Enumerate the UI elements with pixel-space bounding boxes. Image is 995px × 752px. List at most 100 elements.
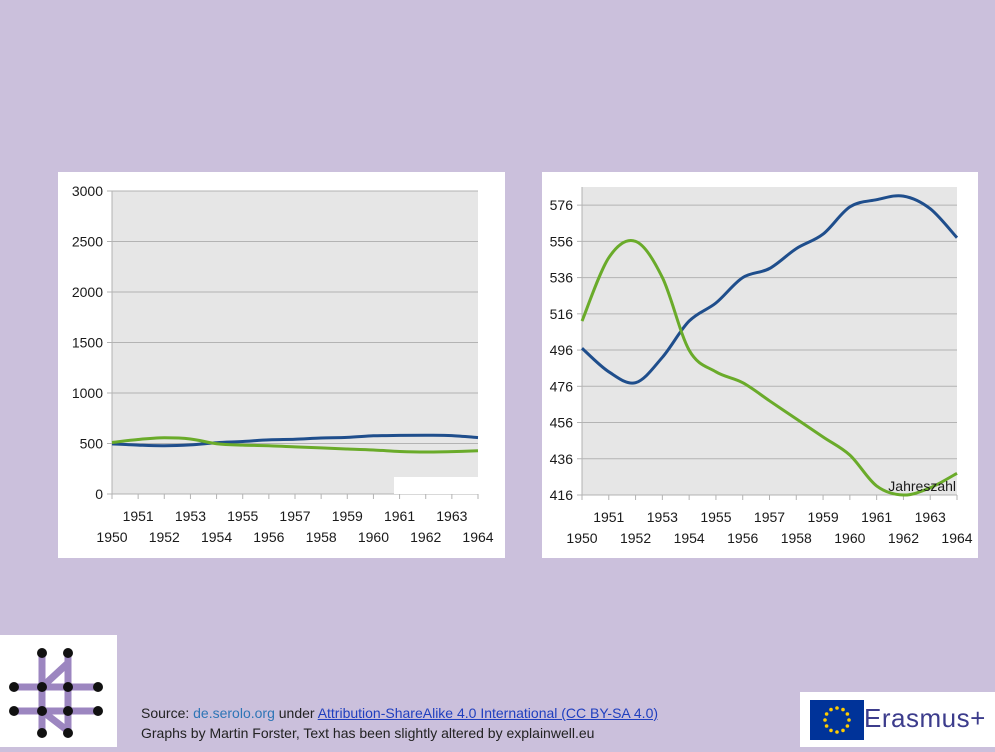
left-chart-series-2-point: [372, 448, 375, 451]
left-chart-series-1-point: [372, 434, 375, 437]
left-chart-x-tick-label: 1950: [96, 529, 127, 545]
right-chart-series-1-point: [634, 381, 637, 384]
footer-credits: Source: de.serolo.org under Attribution-…: [141, 703, 658, 743]
left-chart-series-2-point: [163, 436, 166, 439]
left-chart-series-1-point: [163, 444, 166, 447]
right-chart-y-tick-label: 496: [550, 342, 574, 358]
right-chart-x-tick-label: 1955: [700, 509, 731, 525]
right-chart-x-tick-label: 1957: [754, 509, 785, 525]
right-chart-series-1-point: [741, 276, 744, 279]
right-chart-x-tick-label: 1950: [566, 530, 597, 546]
right-chart-series-1-point: [902, 195, 905, 198]
right-chart-series-1-point: [795, 247, 798, 250]
left-chart-series-2-point: [320, 446, 323, 449]
project-logo-icon: [9, 648, 103, 738]
eu-star: [841, 707, 845, 712]
eu-star: [829, 707, 833, 712]
eu-star: [835, 706, 839, 710]
source-site-link[interactable]: de.serolo.org: [193, 705, 275, 721]
left-chart-series-2-point: [189, 437, 192, 440]
left-chart-y-tick-label: 2500: [72, 234, 103, 250]
left-chart-series-1-point: [189, 443, 192, 446]
source-line: Source: de.serolo.org under Attribution-…: [141, 703, 658, 723]
right-chart-series-2-point: [607, 256, 610, 259]
right-chart-x-tick-label: 1959: [807, 509, 838, 525]
eu-star: [841, 728, 845, 733]
right-chart-series-1-point: [848, 205, 851, 208]
left-chart-x-tick-label: 1955: [227, 508, 258, 524]
left-chart-y-tick-label: 500: [80, 436, 104, 452]
right-chart-series-1-point: [688, 320, 691, 323]
right-chart-series-1-point: [607, 370, 610, 373]
left-chart-series-2-point: [424, 450, 427, 453]
left-chart-x-tick-label: 1961: [384, 508, 415, 524]
right-chart-x-tick-label: 1952: [620, 530, 651, 546]
eu-star: [835, 730, 839, 734]
right-chart-x-tick-label: 1951: [593, 509, 624, 525]
source-under: under: [274, 705, 318, 721]
chart-right-svg: 416 436 456 476 496 516 536 556 576 1950 1951 1952 1…: [550, 187, 973, 546]
left-chart-x-tick-label: 1956: [253, 529, 284, 545]
erasmus-label: Erasmus+: [864, 703, 986, 733]
left-chart-y-tick-label: 0: [95, 486, 103, 502]
right-chart-x-tick-label: 1964: [941, 530, 972, 546]
right-chart-series-1-point: [822, 233, 825, 236]
right-chart-x-tick-label: 1956: [727, 530, 758, 546]
left-chart-x-tick-label: 1952: [149, 529, 180, 545]
right-chart-x-tick-label: 1954: [674, 530, 705, 546]
eu-star: [829, 728, 833, 733]
left-chart-x-tick-label: 1954: [201, 529, 232, 545]
left-chart-series-2-point: [137, 438, 140, 441]
right-chart-series-2-point: [741, 381, 744, 384]
project-logo: [0, 635, 117, 747]
left-chart-series-1-point: [320, 437, 323, 440]
right-chart-x-tick-label: 1961: [861, 509, 892, 525]
left-chart-mask-bottom: [394, 477, 479, 494]
left-chart-x-tick-label: 1962: [410, 529, 441, 545]
right-chart-series-2-point: [875, 484, 878, 487]
right-chart-plot-area: [582, 187, 957, 495]
left-chart-series-2-point: [241, 444, 244, 447]
left-chart-y-tick-label: 1000: [72, 385, 103, 401]
left-chart-series-2-point: [346, 447, 349, 450]
left-chart-series-2-point: [111, 441, 114, 444]
right-chart-series-1-point: [581, 347, 584, 350]
right-chart-series-2-point: [768, 399, 771, 402]
left-chart-series-1-point: [241, 440, 244, 443]
license-link[interactable]: Attribution-ShareAlike 4.0 International…: [317, 705, 659, 721]
left-chart-series-1-point: [267, 438, 270, 441]
right-chart-y-tick-label: 516: [550, 306, 574, 322]
left-chart-series-1-point: [137, 444, 140, 447]
right-chart-series-2-point: [848, 454, 851, 457]
left-chart-series-1-line: [111, 433, 479, 448]
right-chart-series-2-point: [634, 240, 637, 243]
right-chart-series-2-point: [581, 320, 584, 323]
right-chart-series-2-point: [822, 436, 825, 439]
left-chart-series-1-point: [424, 434, 427, 437]
left-chart-series-1-point: [477, 436, 480, 439]
left-chart-series-1-point: [346, 436, 349, 439]
right-chart-series-1-point: [956, 236, 959, 239]
right-chart-x-tick-label: 1958: [781, 530, 812, 546]
right-chart-series-1-point: [929, 207, 932, 210]
eu-star: [823, 718, 827, 722]
right-chart-series-1-point: [875, 198, 878, 201]
left-chart-series-2-point: [450, 450, 453, 453]
credits-line: Graphs by Martin Forster, Text has been …: [141, 725, 595, 741]
right-chart-series-2-point: [956, 472, 959, 475]
left-chart-series-2-point: [294, 445, 297, 448]
left-chart-x-tick-label: 1953: [175, 508, 206, 524]
eu-star: [847, 718, 851, 722]
right-chart-x-tick-label: 1962: [888, 530, 919, 546]
eu-flag-icon: [810, 700, 864, 740]
left-chart-x-tick-label: 1960: [358, 529, 389, 545]
left-chart-x-tick-label: 1959: [332, 508, 363, 524]
left-chart-series-1-point: [294, 438, 297, 441]
right-chart-series-2-point: [688, 349, 691, 352]
right-chart-series-1-point: [714, 301, 717, 304]
right-chart-x-tick-label: 1960: [834, 530, 865, 546]
right-chart-series-1-point: [661, 356, 664, 359]
left-chart-series-1-point: [450, 434, 453, 437]
right-chart-y-tick-label: 556: [550, 233, 574, 249]
right-chart-y-tick-label: 576: [550, 197, 574, 213]
